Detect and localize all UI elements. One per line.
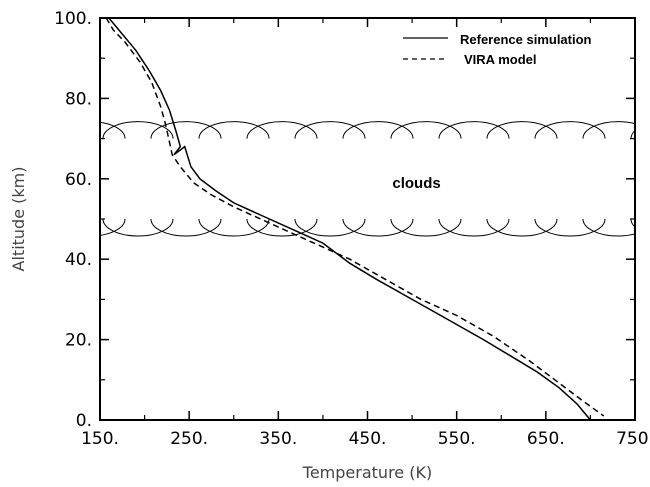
x-tick-label: 450.	[349, 429, 387, 449]
cloud-arc	[100, 121, 126, 139]
x-tick-label: 750.	[616, 429, 650, 449]
cloud-arc	[390, 121, 462, 139]
cloud-arc	[100, 218, 126, 236]
cloud-arc	[246, 218, 318, 237]
x-tick-label: 350.	[259, 429, 297, 449]
cloud-arc	[534, 121, 606, 139]
axis-ticks: 150. 250. 350. 450. 550. 650. 750. 0. 20. 40. 60. 8…	[54, 9, 650, 449]
x-tick-label: 650.	[527, 429, 565, 449]
cloud-arc	[198, 121, 270, 139]
cloud-arc	[534, 218, 606, 237]
cloud-arc	[582, 218, 635, 237]
cloud-arc	[486, 121, 558, 139]
cloud-layers	[100, 121, 635, 237]
cloud-arc	[150, 218, 222, 237]
cloud-arc	[102, 121, 174, 139]
legend-label-vira: VIRA model	[464, 52, 536, 67]
cloud-arc	[246, 121, 318, 139]
cloud-arc	[582, 121, 635, 139]
cloud-arc	[630, 130, 635, 139]
series-layer	[105, 18, 605, 420]
cloud-arc	[198, 218, 270, 237]
series-line-reference-simulation	[108, 18, 591, 420]
cloud-arc	[294, 121, 366, 139]
y-tick-label: 0.	[76, 411, 92, 431]
cloud-arc	[102, 218, 174, 237]
cloud-arc	[342, 121, 414, 139]
cloud-arc	[486, 218, 558, 237]
cloud-arc	[150, 121, 222, 139]
x-tick-label: 550.	[438, 429, 476, 449]
x-axis-title: Temperature (K)	[302, 463, 432, 482]
y-tick-label: 100.	[54, 9, 92, 29]
x-tick-label: 150.	[81, 429, 119, 449]
cloud-arc	[438, 218, 510, 237]
series-line-vira-model	[105, 18, 605, 417]
x-tick-label: 250.	[170, 429, 208, 449]
cloud-arc	[294, 218, 366, 237]
y-tick-label: 80.	[65, 89, 92, 109]
legend-label-reference: Reference simulation	[460, 32, 592, 47]
cloud-arc	[438, 121, 510, 139]
y-tick-label: 20.	[65, 331, 92, 351]
legend: Reference simulation VIRA model	[403, 32, 592, 67]
clouds-annotation: clouds	[392, 175, 440, 192]
y-tick-label: 60.	[65, 170, 92, 190]
plot-frame	[99, 17, 636, 421]
cloud-arc	[390, 218, 462, 237]
cloud-arc	[342, 218, 414, 237]
y-tick-label: 40.	[65, 250, 92, 270]
cloud-arc	[630, 218, 635, 228]
y-axis-title: Altitude (km)	[9, 167, 28, 272]
